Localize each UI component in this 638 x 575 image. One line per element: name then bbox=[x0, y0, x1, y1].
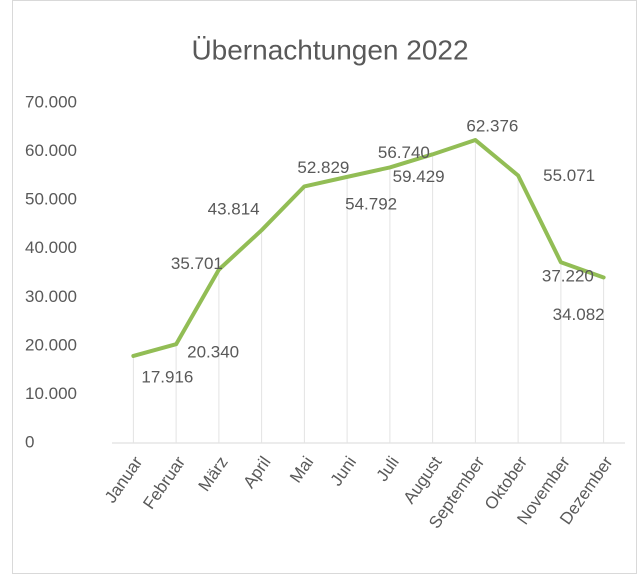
data-label: 54.792 bbox=[345, 194, 397, 213]
y-tick-label: 70.000 bbox=[25, 92, 77, 111]
y-tick-label: 60.000 bbox=[25, 141, 77, 160]
data-label: 62.376 bbox=[466, 117, 518, 136]
data-label: 17.916 bbox=[141, 367, 193, 386]
data-label: 59.429 bbox=[393, 167, 445, 186]
data-label: 56.740 bbox=[378, 143, 430, 162]
data-label: 34.082 bbox=[553, 305, 605, 324]
y-tick-label: 40.000 bbox=[25, 238, 77, 257]
data-label: 43.814 bbox=[208, 200, 260, 219]
data-label: 35.701 bbox=[171, 254, 223, 273]
data-line bbox=[131, 138, 606, 358]
y-tick-label: 0 bbox=[25, 432, 34, 451]
data-label: 37.220 bbox=[542, 267, 594, 286]
y-tick-label: 30.000 bbox=[25, 287, 77, 306]
y-tick-label: 10.000 bbox=[25, 384, 77, 403]
y-tick-label: 20.000 bbox=[25, 335, 77, 354]
chart-frame bbox=[12, 0, 637, 574]
chart-title: Übernachtungen 2022 bbox=[191, 34, 468, 65]
data-label: 55.071 bbox=[543, 166, 595, 185]
y-tick-label: 50.000 bbox=[25, 190, 77, 209]
data-label: 20.340 bbox=[187, 343, 239, 362]
data-label: 52.829 bbox=[297, 158, 349, 177]
